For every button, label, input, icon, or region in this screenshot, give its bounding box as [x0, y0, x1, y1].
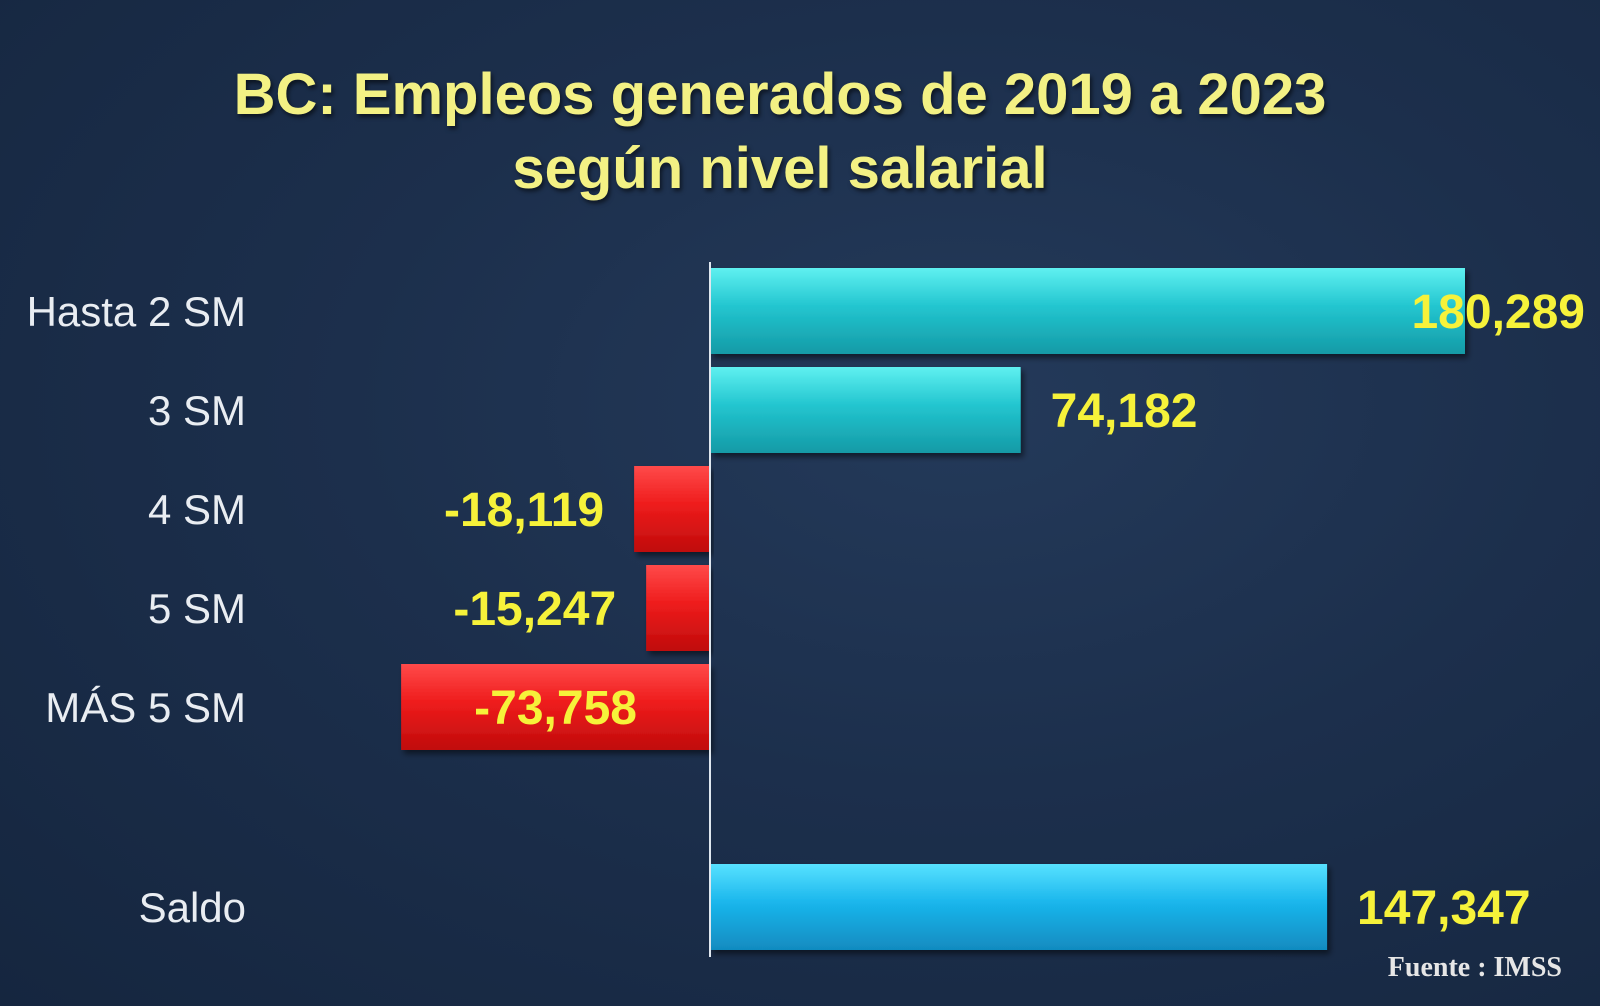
- value-label-1: 74,182: [1051, 385, 1198, 438]
- source-note: Fuente : IMSS: [1387, 952, 1562, 983]
- bars-group: [401, 268, 1465, 950]
- bar-5: [710, 864, 1328, 950]
- chart-title-line-1: BC: Empleos generados de 2019 a 2023: [233, 62, 1327, 127]
- category-label-3: 5 SM: [148, 585, 246, 632]
- bar-4: [401, 664, 710, 750]
- value-label-4: -73,758: [474, 682, 637, 735]
- category-label-1: 3 SM: [148, 387, 246, 434]
- value-label-2: -18,119: [444, 484, 604, 537]
- bar-2: [634, 466, 710, 552]
- value-label-5: 147,347: [1357, 882, 1531, 935]
- bar-0: [710, 268, 1465, 354]
- value-label-0: 180,289: [1411, 286, 1585, 339]
- bar-1: [710, 367, 1021, 453]
- category-label-2: 4 SM: [148, 486, 246, 533]
- value-label-3: -15,247: [453, 583, 616, 636]
- category-label-5: Saldo: [139, 884, 246, 931]
- labels-group: Hasta 2 SM 180,289 3 SM 74,182 4 SM -18,119 5 …: [27, 286, 1585, 935]
- chart-title: BC: Empleos generados de 2019 a 2023 seg…: [0, 58, 1560, 206]
- category-label-4: MÁS 5 SM: [45, 684, 246, 731]
- chart-title-line-2: según nivel salarial: [512, 136, 1048, 201]
- category-label-0: Hasta 2 SM: [27, 288, 246, 335]
- bar-3: [646, 565, 710, 651]
